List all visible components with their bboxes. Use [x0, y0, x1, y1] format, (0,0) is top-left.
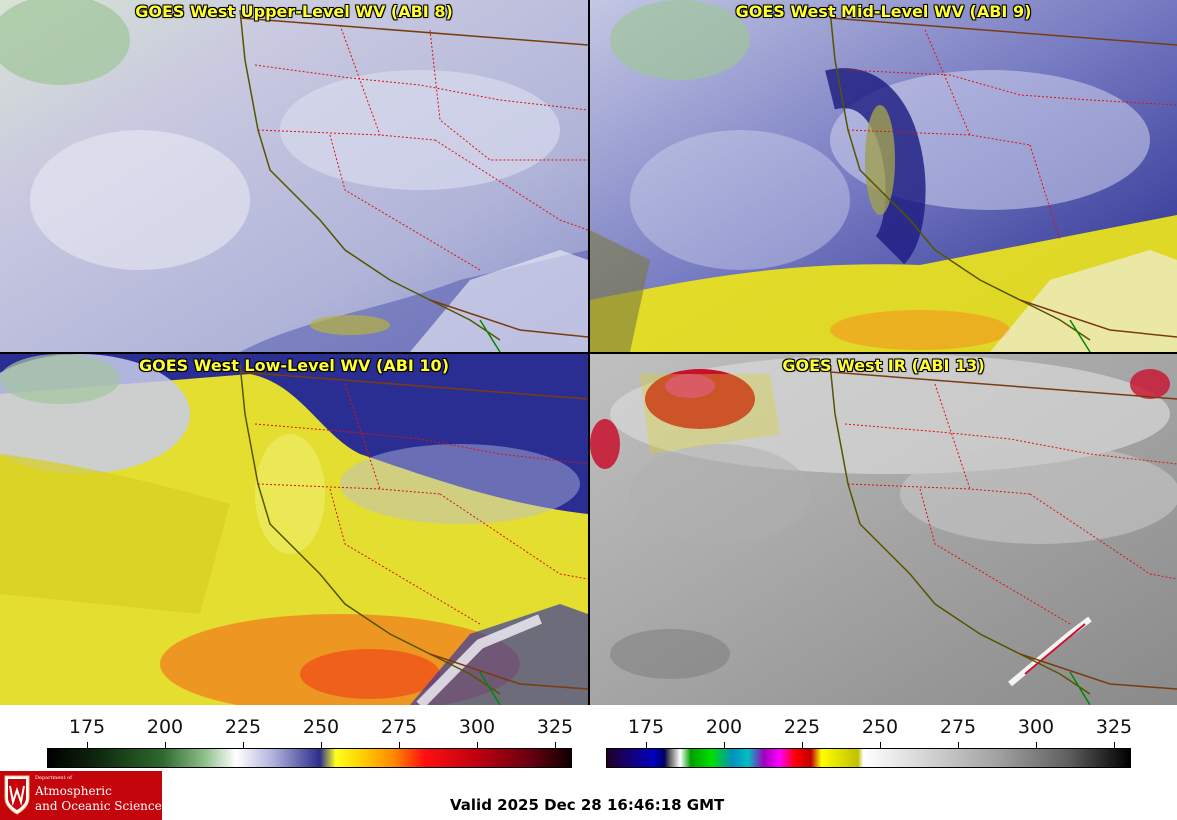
ir-colorbar	[606, 748, 1131, 768]
ir-tick-label: 275	[939, 716, 977, 738]
ir-tick-label: 325	[1095, 716, 1133, 738]
ir-tick-mark	[1114, 742, 1115, 748]
uw-aos-logo: Department of Atmospheric and Oceanic Sc…	[0, 771, 168, 820]
ir-tick-label: 175	[627, 716, 665, 738]
wv-tick-mark	[165, 742, 166, 748]
ir-tick-label: 225	[783, 716, 821, 738]
panel-title: GOES West Mid-Level WV (ABI 9)	[735, 2, 1032, 21]
satellite-image-upper	[0, 0, 588, 352]
wv-tick-label: 175	[68, 716, 106, 738]
valid-time-label: Valid 2025 Dec 28 16:46:18 GMT	[450, 796, 725, 814]
ir-tick-label: 200	[705, 716, 743, 738]
panel-title: GOES West IR (ABI 13)	[782, 356, 985, 375]
logo-line2: and Oceanic Sciences	[35, 799, 168, 813]
wv-tick-label: 225	[224, 716, 262, 738]
ir-tick-label: 300	[1017, 716, 1055, 738]
wv-tick-mark	[87, 742, 88, 748]
panel-upper-level-wv: GOES West Upper-Level WV (ABI 8)	[0, 0, 588, 352]
ir-tick-label: 250	[861, 716, 899, 738]
logo-dept-text: Department of	[35, 775, 72, 781]
panel-ir: GOES West IR (ABI 13)	[590, 354, 1177, 705]
wv-tick-label: 275	[380, 716, 418, 738]
ir-tick-mark	[880, 742, 881, 748]
wv-tick-label: 300	[458, 716, 496, 738]
panel-title: GOES West Low-Level WV (ABI 10)	[138, 356, 449, 375]
ir-tick-mark	[724, 742, 725, 748]
satellite-image-mid	[590, 0, 1177, 352]
satellite-image-low	[0, 354, 588, 705]
uw-crest-icon	[4, 775, 30, 815]
ir-tick-mark	[958, 742, 959, 748]
wv-tick-label: 250	[302, 716, 340, 738]
wv-tick-label: 325	[536, 716, 574, 738]
wv-colorbar	[47, 748, 572, 768]
panel-low-level-wv: GOES West Low-Level WV (ABI 10)	[0, 354, 588, 705]
wv-tick-mark	[477, 742, 478, 748]
wv-tick-mark	[555, 742, 556, 748]
wv-tick-mark	[321, 742, 322, 748]
ir-tick-mark	[802, 742, 803, 748]
wv-tick-label: 200	[146, 716, 184, 738]
panel-title: GOES West Upper-Level WV (ABI 8)	[135, 2, 453, 21]
ir-tick-mark	[1036, 742, 1037, 748]
wv-tick-mark	[243, 742, 244, 748]
satellite-image-ir	[590, 354, 1177, 705]
ir-tick-mark	[646, 742, 647, 748]
panel-mid-level-wv: GOES West Mid-Level WV (ABI 9)	[590, 0, 1177, 352]
wv-tick-mark	[399, 742, 400, 748]
panel-divider-horizontal	[0, 352, 1177, 354]
logo-line1: Atmospheric	[35, 784, 112, 798]
